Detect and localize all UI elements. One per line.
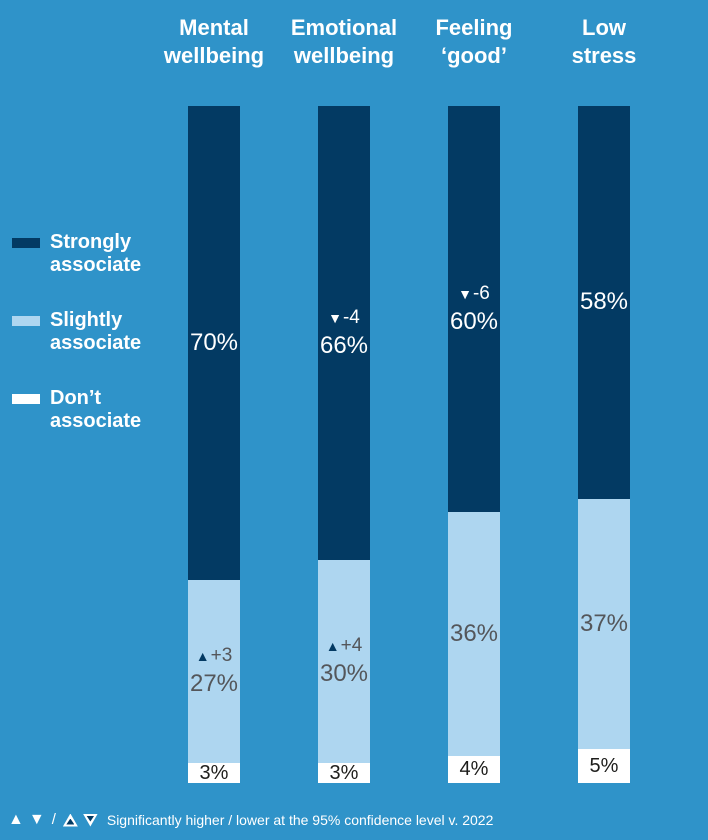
bar-mental-wellbeing: 70% ▲ +3 27% 3% [188, 106, 240, 783]
up-triangle-icon: ▲ [195, 648, 210, 665]
column-header-low-stress: Low stress [524, 14, 684, 70]
change-value: +4 [340, 635, 363, 657]
legend-swatch-don-t-associate [12, 394, 40, 404]
header-line: Mental [179, 15, 249, 40]
legend-swatch-slightly-associate [12, 316, 40, 326]
value-label: 4% [459, 758, 489, 781]
bar-feeling-good: ▼ -6 60% 36% 4% [448, 106, 500, 783]
column-header-emotional-wellbeing: Emotional wellbeing [264, 14, 424, 70]
value-label: 3% [199, 761, 229, 784]
segment-slightly-feeling-good: 36% [448, 512, 500, 756]
header-line: ‘good’ [441, 43, 507, 68]
value-label: 58% [579, 288, 629, 316]
header-line: wellbeing [293, 43, 395, 68]
segment-slightly-mental-wellbeing: ▲ +3 27% [188, 579, 240, 763]
header-line: Emotional [290, 15, 398, 40]
header-line: Low [582, 15, 626, 40]
down-triangle-outline-icon [82, 813, 98, 827]
segment-dont-mental-wellbeing: 3% [188, 761, 240, 784]
legend-label-line: Don’t [50, 387, 102, 409]
legend-item-strongly-associate: Strongly associate [12, 231, 141, 277]
separator-slash: / [51, 811, 56, 828]
down-triangle-icon: ▼ [458, 286, 472, 303]
change-label: ▼ -6 [458, 281, 490, 307]
change-label: ▲ +3 [196, 643, 233, 669]
legend-label-line: associate [50, 254, 142, 276]
change-value: -6 [472, 283, 490, 305]
segment-strongly-mental-wellbeing: 70% [188, 106, 240, 580]
segment-strongly-feeling-good: ▼ -6 60% [448, 106, 500, 513]
header-line: Feeling [435, 15, 513, 40]
column-header-mental-wellbeing: Mental wellbeing [134, 14, 294, 70]
bar-emotional-wellbeing: ▼ -4 66% ▲ +4 30% 3% [318, 106, 370, 783]
legend-swatch-strongly-associate [12, 238, 40, 248]
value-label: 37% [579, 609, 629, 637]
up-triangle-icon: ▲ [325, 638, 340, 655]
value-label: 5% [589, 755, 619, 778]
legend-item-slightly-associate: Slightly associate [12, 309, 141, 355]
header-line: stress [571, 43, 637, 68]
legend-label: Strongly associate [50, 231, 141, 277]
up-triangle-outline-icon [62, 813, 78, 827]
legend-label-line: associate [50, 410, 142, 432]
segment-dont-feeling-good: 4% [448, 755, 500, 783]
segment-strongly-low-stress: 58% [578, 106, 630, 499]
segment-slightly-emotional-wellbeing: ▲ +4 30% [318, 559, 370, 763]
value-label: 60% [449, 308, 499, 336]
value-label: 30% [319, 660, 369, 688]
value-label: 3% [329, 761, 359, 784]
segment-strongly-emotional-wellbeing: ▼ -4 66% [318, 106, 370, 560]
down-triangle-solid-icon: ▼ [28, 811, 45, 828]
up-triangle-solid-icon: ▲ [8, 811, 24, 828]
change-value: +3 [210, 645, 233, 667]
change-value: -4 [342, 306, 360, 328]
footnote: ▲ ▼ / Significantly higher / lower at th… [8, 809, 704, 831]
value-label: 66% [319, 331, 369, 359]
legend-label: Slightly associate [50, 309, 141, 355]
down-triangle-icon: ▼ [328, 309, 342, 326]
value-label: 70% [189, 328, 239, 356]
segment-slightly-low-stress: 37% [578, 498, 630, 750]
legend-label-line: Strongly [50, 231, 132, 253]
change-label: ▼ -4 [328, 305, 360, 331]
value-label: 36% [449, 620, 499, 648]
bar-low-stress: 58% 37% 5% [578, 106, 630, 783]
change-label: ▲ +4 [326, 633, 363, 659]
column-header-feeling-good: Feeling ‘good’ [394, 14, 554, 70]
legend-label-line: Slightly [50, 309, 123, 331]
legend-item-don-t-associate: Don’t associate [12, 387, 141, 433]
segment-dont-emotional-wellbeing: 3% [318, 761, 370, 784]
value-label: 27% [189, 670, 239, 698]
legend-label-line: associate [50, 332, 142, 354]
header-line: wellbeing [163, 43, 265, 68]
legend-label: Don’t associate [50, 387, 141, 433]
footnote-text: Significantly higher / lower at the 95% … [106, 812, 494, 828]
segment-dont-low-stress: 5% [578, 749, 630, 783]
